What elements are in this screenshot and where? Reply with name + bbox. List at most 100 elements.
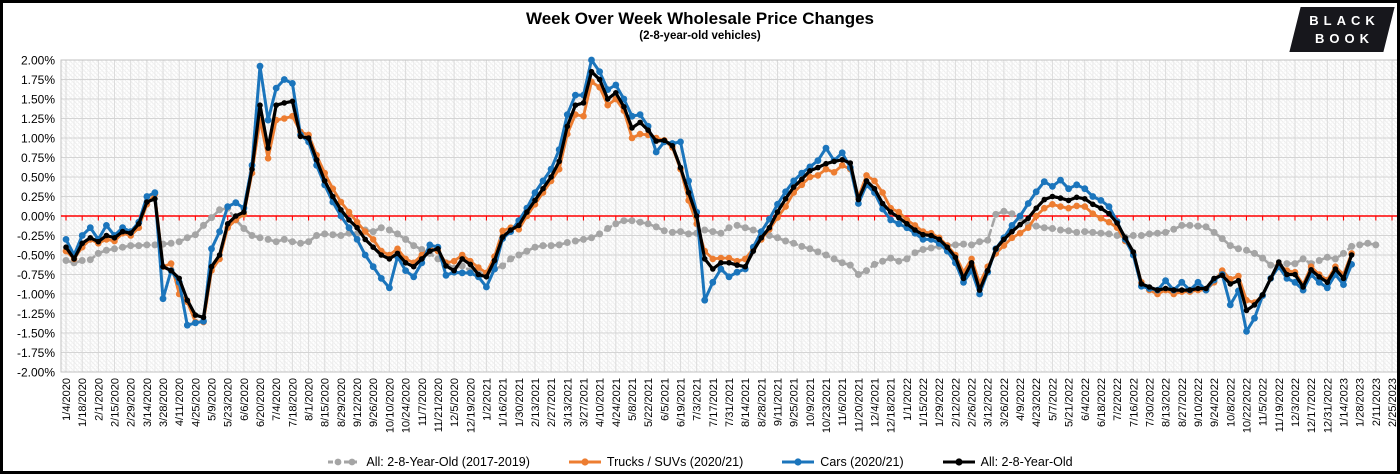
- svg-text:11/7/2020: 11/7/2020: [417, 378, 429, 426]
- blackbook-logo-text: BLACK BOOK: [1295, 7, 1389, 52]
- svg-text:12/19/2020: 12/19/2020: [465, 378, 477, 433]
- svg-text:11/6/2021: 11/6/2021: [837, 378, 849, 426]
- svg-text:1/1/2022: 1/1/2022: [902, 378, 914, 421]
- svg-text:-0.25%: -0.25%: [17, 229, 55, 243]
- svg-text:3/26/2022: 3/26/2022: [999, 378, 1011, 427]
- chart-title: Week Over Week Wholesale Price Changes: [525, 9, 875, 28]
- svg-text:4/10/2021: 4/10/2021: [595, 378, 607, 427]
- svg-text:3/28/2020: 3/28/2020: [158, 378, 170, 427]
- svg-text:-0.75%: -0.75%: [17, 268, 55, 282]
- svg-text:0.25%: 0.25%: [21, 190, 55, 204]
- svg-text:8/14/2021: 8/14/2021: [740, 378, 752, 427]
- svg-text:4/23/2022: 4/23/2022: [1031, 378, 1043, 427]
- svg-text:8/29/2020: 8/29/2020: [336, 378, 348, 427]
- legend-marker-dashed-line-icon: [328, 458, 361, 466]
- legend-item-all-current: All: 2-8-Year-Old: [942, 455, 1073, 469]
- svg-text:1/14/2023: 1/14/2023: [1338, 378, 1350, 427]
- svg-text:1.25%: 1.25%: [21, 112, 55, 126]
- legend-label: All: 2-8-Year-Old: [980, 455, 1073, 469]
- svg-text:5/21/2022: 5/21/2022: [1064, 378, 1076, 427]
- svg-text:4/9/2022: 4/9/2022: [1015, 378, 1027, 421]
- svg-text:7/16/2022: 7/16/2022: [1128, 378, 1140, 427]
- svg-text:-1.00%: -1.00%: [17, 287, 55, 301]
- svg-text:2/29/2020: 2/29/2020: [126, 378, 138, 427]
- svg-text:8/1/2020: 8/1/2020: [304, 378, 316, 421]
- svg-text:0.00%: 0.00%: [21, 209, 55, 223]
- svg-text:2/27/2021: 2/27/2021: [546, 378, 558, 427]
- svg-text:0.50%: 0.50%: [21, 170, 55, 184]
- blackbook-logo-line2: BOOK: [1315, 30, 1374, 46]
- svg-text:6/18/2022: 6/18/2022: [1096, 378, 1108, 427]
- svg-text:1/28/2023: 1/28/2023: [1355, 378, 1367, 427]
- svg-text:2/1/2020: 2/1/2020: [93, 378, 105, 421]
- svg-text:7/18/2020: 7/18/2020: [287, 378, 299, 427]
- svg-text:5/7/2022: 5/7/2022: [1047, 378, 1059, 421]
- svg-text:9/11/2021: 9/11/2021: [773, 378, 785, 426]
- svg-text:7/4/2020: 7/4/2020: [271, 378, 283, 421]
- svg-text:7/3/2021: 7/3/2021: [692, 378, 704, 421]
- svg-text:4/11/2020: 4/11/2020: [174, 378, 186, 426]
- svg-text:1/15/2022: 1/15/2022: [918, 378, 930, 427]
- svg-text:6/19/2021: 6/19/2021: [675, 378, 687, 427]
- svg-text:2/26/2022: 2/26/2022: [967, 378, 979, 427]
- blackbook-logo: BLACK BOOK: [1289, 7, 1395, 52]
- svg-text:12/17/2022: 12/17/2022: [1306, 378, 1318, 433]
- svg-text:2/12/2022: 2/12/2022: [950, 378, 962, 427]
- svg-text:2.00%: 2.00%: [21, 53, 55, 67]
- svg-text:9/12/2020: 9/12/2020: [352, 378, 364, 427]
- svg-text:9/10/2022: 9/10/2022: [1193, 378, 1205, 427]
- svg-text:10/23/2021: 10/23/2021: [821, 378, 833, 433]
- svg-text:7/30/2022: 7/30/2022: [1144, 378, 1156, 427]
- legend-marker-line-icon: [568, 458, 601, 466]
- svg-text:1/18/2020: 1/18/2020: [77, 378, 89, 427]
- svg-text:12/31/2022: 12/31/2022: [1322, 378, 1334, 433]
- svg-text:12/18/2021: 12/18/2021: [886, 378, 898, 433]
- svg-text:6/5/2021: 6/5/2021: [659, 378, 671, 421]
- svg-text:10/24/2020: 10/24/2020: [401, 378, 413, 433]
- svg-text:8/28/2021: 8/28/2021: [756, 378, 768, 427]
- svg-text:1/16/2021: 1/16/2021: [498, 378, 510, 427]
- svg-text:1/29/2022: 1/29/2022: [934, 378, 946, 427]
- svg-text:5/23/2020: 5/23/2020: [223, 378, 235, 427]
- svg-text:8/13/2022: 8/13/2022: [1161, 378, 1173, 427]
- svg-text:12/5/2020: 12/5/2020: [449, 378, 461, 427]
- svg-text:7/2/2022: 7/2/2022: [1112, 378, 1124, 421]
- legend-label: Trucks / SUVs (2020/21): [606, 455, 744, 469]
- svg-text:-1.50%: -1.50%: [17, 326, 55, 340]
- chart-legend: All: 2-8-Year-Old (2017-2019) Trucks / S…: [3, 455, 1397, 469]
- svg-text:2/25/2023: 2/25/2023: [1387, 378, 1399, 427]
- svg-text:1.50%: 1.50%: [21, 92, 55, 106]
- svg-text:-1.75%: -1.75%: [17, 346, 55, 360]
- svg-text:5/8/2021: 5/8/2021: [627, 378, 639, 421]
- svg-text:0.75%: 0.75%: [21, 151, 55, 165]
- svg-text:1/4/2020: 1/4/2020: [61, 378, 73, 421]
- svg-text:9/26/2020: 9/26/2020: [368, 378, 380, 427]
- legend-item-trucks-suvs: Trucks / SUVs (2020/21): [568, 455, 743, 469]
- svg-text:9/25/2021: 9/25/2021: [789, 378, 801, 427]
- svg-text:1/30/2021: 1/30/2021: [514, 378, 526, 427]
- svg-text:9/24/2022: 9/24/2022: [1209, 378, 1221, 427]
- svg-text:8/27/2022: 8/27/2022: [1177, 378, 1189, 427]
- svg-text:-0.50%: -0.50%: [17, 248, 55, 262]
- legend-marker-line-icon: [942, 458, 975, 466]
- legend-item-cars: Cars (2020/21): [781, 455, 904, 469]
- svg-text:5/22/2021: 5/22/2021: [643, 378, 655, 427]
- svg-text:1.75%: 1.75%: [21, 73, 55, 87]
- svg-text:11/5/2022: 11/5/2022: [1258, 378, 1270, 426]
- blackbook-logo-line1: BLACK: [1309, 12, 1380, 28]
- svg-text:12/4/2021: 12/4/2021: [870, 378, 882, 427]
- svg-text:7/31/2021: 7/31/2021: [724, 378, 736, 427]
- chart-subtitle: (2-8-year-old vehicles): [639, 30, 761, 42]
- svg-text:7/17/2021: 7/17/2021: [708, 378, 720, 427]
- svg-text:6/4/2022: 6/4/2022: [1080, 378, 1092, 421]
- svg-text:8/15/2020: 8/15/2020: [320, 378, 332, 427]
- svg-text:3/27/2021: 3/27/2021: [578, 378, 590, 427]
- svg-text:2/13/2021: 2/13/2021: [530, 378, 542, 427]
- svg-text:6/6/2020: 6/6/2020: [239, 378, 251, 421]
- svg-text:-1.25%: -1.25%: [17, 307, 55, 321]
- legend-label: All: 2-8-Year-Old (2017-2019): [366, 455, 530, 469]
- svg-text:10/8/2022: 10/8/2022: [1225, 378, 1237, 427]
- legend-item-all-2017-2019: All: 2-8-Year-Old (2017-2019): [327, 455, 530, 469]
- svg-text:1/2/2021: 1/2/2021: [481, 378, 493, 421]
- svg-text:11/20/2021: 11/20/2021: [853, 378, 865, 432]
